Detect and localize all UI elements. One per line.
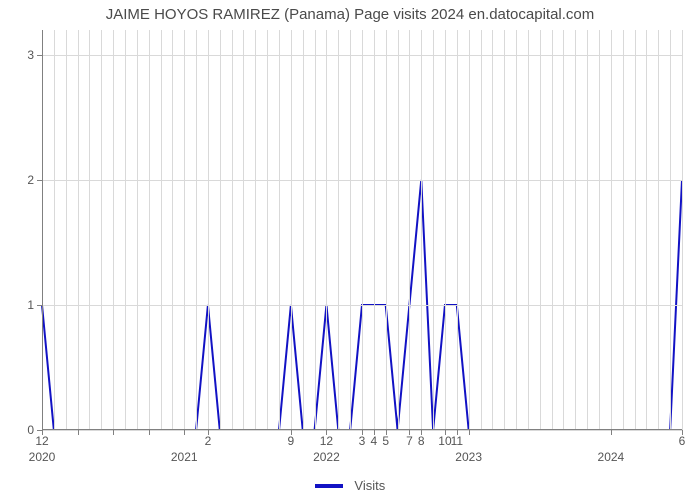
gridline-v (125, 30, 126, 430)
gridline-v (386, 30, 387, 430)
legend-swatch (315, 484, 343, 488)
gridline-v (611, 30, 612, 430)
gridline-v (326, 30, 327, 430)
gridline-v (623, 30, 624, 430)
gridline-v (101, 30, 102, 430)
legend: Visits (0, 477, 700, 493)
gridline-v (682, 30, 683, 430)
gridline-v (89, 30, 90, 430)
gridline-v (161, 30, 162, 430)
gridline-v (172, 30, 173, 430)
gridline-v (552, 30, 553, 430)
ytick-label: 2 (27, 173, 34, 187)
gridline-v (338, 30, 339, 430)
gridline-v (362, 30, 363, 430)
gridline-v (587, 30, 588, 430)
xtick-label: 8 (418, 434, 425, 448)
xtick-year-label: 2021 (171, 450, 198, 464)
xtick-label: 11 (451, 434, 463, 448)
gridline-v (291, 30, 292, 430)
gridline-v (255, 30, 256, 430)
xtick-label: 6 (679, 434, 686, 448)
gridline-v (528, 30, 529, 430)
xtick-mark (184, 430, 185, 435)
xtick-label: 4 (371, 434, 378, 448)
chart-container: JAIME HOYOS RAMIREZ (Panama) Page visits… (0, 0, 700, 500)
gridline-v (279, 30, 280, 430)
gridline-v (635, 30, 636, 430)
chart-title: JAIME HOYOS RAMIREZ (Panama) Page visits… (0, 6, 700, 23)
gridline-v (646, 30, 647, 430)
gridline-v (137, 30, 138, 430)
plot-area: 0123122020202129122022345781011202320246 (42, 30, 682, 430)
gridline-v (184, 30, 185, 430)
gridline-v (113, 30, 114, 430)
gridline-v (232, 30, 233, 430)
gridline-v (208, 30, 209, 430)
gridline-v (243, 30, 244, 430)
xtick-label: 9 (288, 434, 295, 448)
xtick-label: 12 (35, 434, 48, 448)
legend-label: Visits (354, 478, 385, 493)
xtick-year-label: 2023 (455, 450, 482, 464)
gridline-v (599, 30, 600, 430)
xtick-mark (78, 430, 79, 435)
gridline-v (78, 30, 79, 430)
xtick-label: 5 (382, 434, 389, 448)
ytick-label: 0 (27, 423, 34, 437)
xtick-mark (113, 430, 114, 435)
gridline-v (374, 30, 375, 430)
xtick-mark (611, 430, 612, 435)
gridline-v (433, 30, 434, 430)
gridline-v (267, 30, 268, 430)
x-axis-line (42, 429, 682, 430)
gridline-v (481, 30, 482, 430)
gridline-v (315, 30, 316, 430)
gridline-v (196, 30, 197, 430)
xtick-year-label: 2022 (313, 450, 340, 464)
gridline-v (445, 30, 446, 430)
xtick-label: 2 (205, 434, 212, 448)
xtick-mark (149, 430, 150, 435)
gridline-v (303, 30, 304, 430)
xtick-mark (469, 430, 470, 435)
gridline-v (469, 30, 470, 430)
gridline-v (54, 30, 55, 430)
gridline-v (220, 30, 221, 430)
xtick-label: 7 (406, 434, 413, 448)
gridline-v (575, 30, 576, 430)
xtick-label: 3 (359, 434, 366, 448)
gridline-v (409, 30, 410, 430)
xtick-label: 12 (320, 434, 333, 448)
gridline-v (563, 30, 564, 430)
xtick-year-label: 2020 (29, 450, 56, 464)
gridline-v (350, 30, 351, 430)
ytick-label: 1 (27, 298, 34, 312)
gridline-v (540, 30, 541, 430)
xtick-year-label: 2024 (598, 450, 625, 464)
gridline-v (398, 30, 399, 430)
gridline-v (457, 30, 458, 430)
gridline-v (516, 30, 517, 430)
gridline-v (670, 30, 671, 430)
gridline-v (492, 30, 493, 430)
gridline-v (66, 30, 67, 430)
gridline-v (504, 30, 505, 430)
gridline-v (149, 30, 150, 430)
gridline-v (658, 30, 659, 430)
ytick-label: 3 (27, 48, 34, 62)
gridline-v (421, 30, 422, 430)
y-axis-line (42, 30, 43, 430)
